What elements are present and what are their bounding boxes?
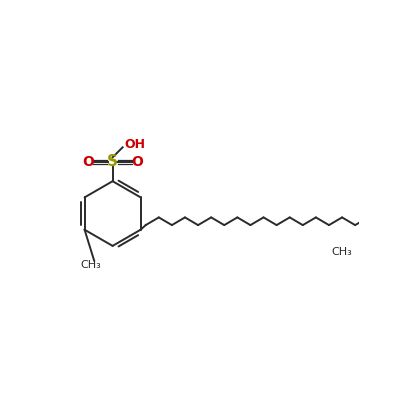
Text: OH: OH xyxy=(124,138,145,151)
Text: S: S xyxy=(107,154,118,170)
Text: CH₃: CH₃ xyxy=(81,260,102,270)
Text: CH₃: CH₃ xyxy=(332,247,352,257)
Text: O: O xyxy=(82,155,94,169)
Text: O: O xyxy=(131,155,143,169)
